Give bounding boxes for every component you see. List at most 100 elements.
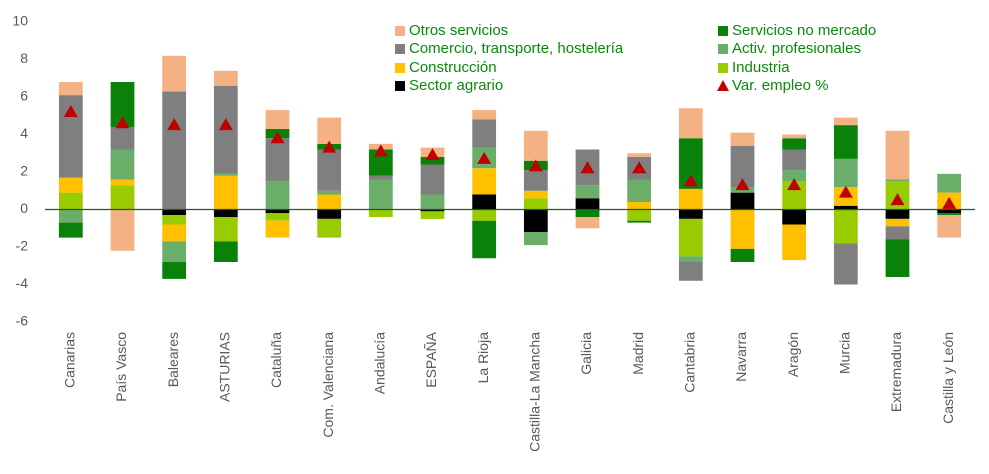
bar-segment bbox=[162, 209, 187, 216]
legend-swatch bbox=[718, 44, 728, 54]
x-tick-label: Castilla y León bbox=[940, 332, 956, 424]
marker bbox=[218, 118, 233, 131]
bar-segment bbox=[833, 243, 858, 285]
bar-segment bbox=[730, 132, 755, 146]
bar-segment bbox=[110, 127, 135, 150]
bar-segment bbox=[782, 149, 807, 171]
bar-segment bbox=[472, 119, 497, 148]
bar-segment bbox=[420, 164, 445, 195]
marker bbox=[322, 140, 337, 153]
legend-label: Servicios no mercado bbox=[732, 22, 876, 39]
bar-segment bbox=[472, 168, 497, 195]
x-tick-label: Baleares bbox=[165, 332, 181, 387]
bar-segment bbox=[162, 224, 187, 242]
bar-segment bbox=[937, 209, 962, 214]
bar-segment bbox=[213, 173, 238, 176]
y-tick-label: -6 bbox=[16, 313, 29, 329]
bar-segment bbox=[58, 209, 83, 223]
marker bbox=[942, 196, 957, 209]
bar-segment bbox=[110, 82, 135, 127]
x-tick-label: Aragón bbox=[785, 332, 801, 377]
legend-label: Otros servicios bbox=[409, 22, 508, 39]
bar-segment bbox=[317, 194, 342, 210]
bar-segment bbox=[213, 175, 238, 210]
bar-segment bbox=[420, 211, 445, 219]
bar-segment bbox=[58, 177, 83, 193]
y-tick-label: 8 bbox=[20, 50, 28, 66]
bar-segment bbox=[730, 192, 755, 210]
x-tick-label: Madrid bbox=[630, 332, 646, 375]
bar-segment bbox=[885, 226, 910, 240]
x-tick-label: La Rioja bbox=[475, 332, 491, 384]
bar-segment bbox=[678, 256, 703, 262]
bar-segment bbox=[833, 209, 858, 244]
bar-segment bbox=[833, 117, 858, 126]
bar-segment bbox=[523, 198, 548, 210]
bar-segment bbox=[782, 209, 807, 225]
bar-segment bbox=[162, 241, 187, 262]
bar-segment bbox=[213, 209, 238, 217]
bar-segment bbox=[730, 248, 755, 262]
bar-segment bbox=[472, 110, 497, 120]
bar-segment bbox=[730, 209, 755, 249]
x-tick-label: Murcia bbox=[837, 332, 853, 374]
bar-segment bbox=[420, 194, 445, 210]
bar-segment bbox=[523, 130, 548, 161]
legend-swatch bbox=[395, 44, 405, 54]
bar-segment bbox=[627, 179, 652, 202]
legend-swatch bbox=[395, 63, 405, 73]
bar-segment bbox=[317, 209, 342, 219]
bar-segment bbox=[420, 157, 445, 165]
bar-segment bbox=[937, 173, 962, 193]
legend-swatch bbox=[395, 26, 405, 36]
x-tick-label: Extremadura bbox=[888, 332, 904, 412]
bar-segment bbox=[627, 209, 652, 221]
marker bbox=[63, 105, 78, 117]
bar-segment bbox=[885, 130, 910, 180]
bar-segment bbox=[627, 153, 652, 157]
legend-label: Sector agrario bbox=[409, 77, 503, 94]
bar-segment bbox=[472, 220, 497, 259]
x-tick-label: Canarias bbox=[62, 332, 78, 388]
x-tick-label: País Vasco bbox=[113, 332, 129, 402]
marker bbox=[115, 116, 130, 129]
bar-segment bbox=[58, 82, 83, 96]
bar-segment bbox=[317, 218, 342, 238]
bar-segment bbox=[317, 117, 342, 144]
bar-segment bbox=[317, 190, 342, 195]
bar-segment bbox=[110, 179, 135, 186]
legend-swatch bbox=[718, 26, 728, 36]
bar-segment bbox=[162, 215, 187, 225]
bar-segment bbox=[368, 179, 393, 210]
bar-segment bbox=[885, 179, 910, 182]
bar-segment bbox=[575, 198, 600, 210]
bar-segment bbox=[627, 202, 652, 210]
legend-swatch bbox=[718, 63, 728, 73]
legend-label: Comercio, transporte, hostelería bbox=[409, 40, 624, 57]
bar-segment bbox=[58, 222, 83, 238]
bar-segment bbox=[110, 149, 135, 180]
x-tick-label: Castilla-La Mancha bbox=[527, 332, 543, 452]
marker bbox=[580, 161, 595, 174]
x-tick-label: ASTURIAS bbox=[217, 332, 233, 402]
bar-segment bbox=[730, 145, 755, 187]
bar-segment bbox=[162, 91, 187, 210]
bar-segment bbox=[265, 181, 290, 210]
bar-segment bbox=[678, 138, 703, 189]
bar-segment bbox=[885, 239, 910, 277]
marker bbox=[167, 118, 182, 131]
y-tick-label: 6 bbox=[20, 88, 28, 104]
x-tick-label: Navarra bbox=[733, 332, 749, 382]
bar-segment bbox=[265, 213, 290, 221]
bar-segment bbox=[937, 213, 962, 216]
bar-segment bbox=[213, 70, 238, 86]
x-tick-label: Cantabria bbox=[682, 332, 698, 393]
marker bbox=[838, 185, 853, 198]
y-tick-label: 10 bbox=[12, 13, 28, 29]
bar-segment bbox=[472, 194, 497, 210]
marker bbox=[890, 193, 905, 206]
bar-segment bbox=[678, 188, 703, 210]
x-tick-label: ESPAÑA bbox=[423, 331, 439, 387]
y-tick-label: 4 bbox=[20, 125, 28, 141]
bar-segment bbox=[317, 149, 342, 191]
